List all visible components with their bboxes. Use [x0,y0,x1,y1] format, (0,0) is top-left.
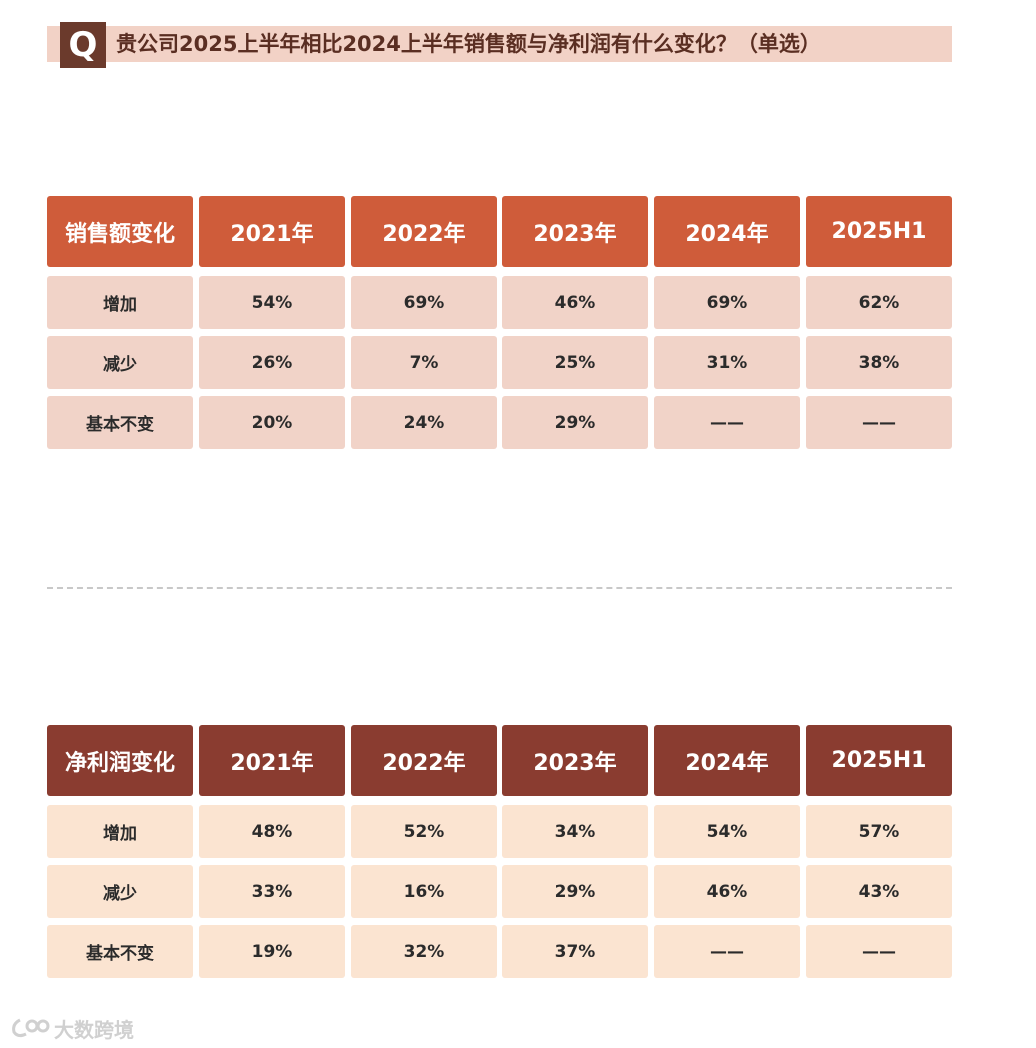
table-cell-value: 69% [351,276,497,329]
table-header-label: 销售额变化 [47,196,193,267]
table-cell-value: 32% [351,925,497,978]
table-header-year: 2021年 [199,196,345,267]
table-header-year: 2025H1 [806,725,952,796]
table-cell-value: 37% [502,925,648,978]
table-row-label: 增加 [47,805,193,858]
table-cell-value: 43% [806,865,952,918]
table-row-label: 减少 [47,336,193,389]
question-badge: Q [60,22,106,68]
table-cell-value: 46% [502,276,648,329]
table-header-year: 2023年 [502,196,648,267]
question-bar [47,26,952,62]
table-cell-value: 24% [351,396,497,449]
table-cell-value: 26% [199,336,345,389]
table-cell-value: 69% [654,276,800,329]
table-cell-value: —— [806,396,952,449]
table-cell-value: 31% [654,336,800,389]
question-text: 贵公司2025上半年相比2024上半年销售额与净利润有什么变化？（单选） [116,32,821,56]
table-cell-value: —— [654,396,800,449]
table-cell-value: —— [654,925,800,978]
table-row-label: 基本不变 [47,925,193,978]
table-cell-value: 7% [351,336,497,389]
table-cell-value: 52% [351,805,497,858]
table-cell-value: 19% [199,925,345,978]
table-header-year: 2022年 [351,725,497,796]
table-cell-value: 34% [502,805,648,858]
table-cell-value: 20% [199,396,345,449]
table-header-year: 2022年 [351,196,497,267]
table-cell-value: 62% [806,276,952,329]
table-cell-value: 57% [806,805,952,858]
table-cell-value: 38% [806,336,952,389]
table-cell-value: —— [806,925,952,978]
table-cell-value: 29% [502,865,648,918]
table-cell-value: 48% [199,805,345,858]
table-header-year: 2021年 [199,725,345,796]
table-row-label: 增加 [47,276,193,329]
table-row-label: 基本不变 [47,396,193,449]
table-cell-value: 54% [199,276,345,329]
table-cell-value: 54% [654,805,800,858]
table-header-year: 2024年 [654,196,800,267]
table-cell-value: 29% [502,396,648,449]
table-cell-value: 25% [502,336,648,389]
watermark-text: 大数跨境 [54,1017,134,1042]
table-cell-value: 16% [351,865,497,918]
table-header-label: 净利润变化 [47,725,193,796]
table-row-label: 减少 [47,865,193,918]
table-cell-value: 33% [199,865,345,918]
table-cell-value: 46% [654,865,800,918]
table-header-year: 2025H1 [806,196,952,267]
section-divider [47,587,952,589]
table-header-year: 2023年 [502,725,648,796]
watermark: 大数跨境 [10,1014,134,1042]
table-header-year: 2024年 [654,725,800,796]
watermark-logo-icon [12,1018,50,1038]
